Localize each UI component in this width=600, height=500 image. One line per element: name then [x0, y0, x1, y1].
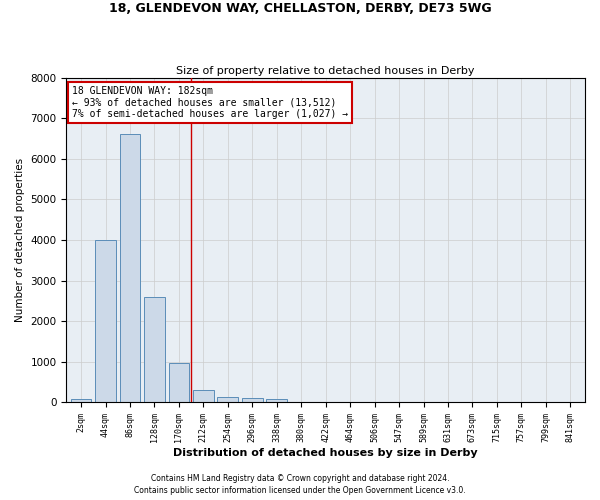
Text: 18 GLENDEVON WAY: 182sqm
← 93% of detached houses are smaller (13,512)
7% of sem: 18 GLENDEVON WAY: 182sqm ← 93% of detach…	[71, 86, 348, 119]
Bar	[169, 364, 190, 402]
Text: Contains HM Land Registry data © Crown copyright and database right 2024.
Contai: Contains HM Land Registry data © Crown c…	[134, 474, 466, 495]
Y-axis label: Number of detached properties: Number of detached properties	[15, 158, 25, 322]
Bar	[71, 400, 91, 402]
X-axis label: Distribution of detached houses by size in Derby: Distribution of detached houses by size …	[173, 448, 478, 458]
Text: 18, GLENDEVON WAY, CHELLASTON, DERBY, DE73 5WG: 18, GLENDEVON WAY, CHELLASTON, DERBY, DE…	[109, 2, 491, 16]
Bar	[119, 134, 140, 402]
Bar	[95, 240, 116, 402]
Bar	[144, 296, 165, 402]
Title: Size of property relative to detached houses in Derby: Size of property relative to detached ho…	[176, 66, 475, 76]
Bar	[193, 390, 214, 402]
Bar	[217, 397, 238, 402]
Bar	[242, 398, 263, 402]
Bar	[266, 398, 287, 402]
